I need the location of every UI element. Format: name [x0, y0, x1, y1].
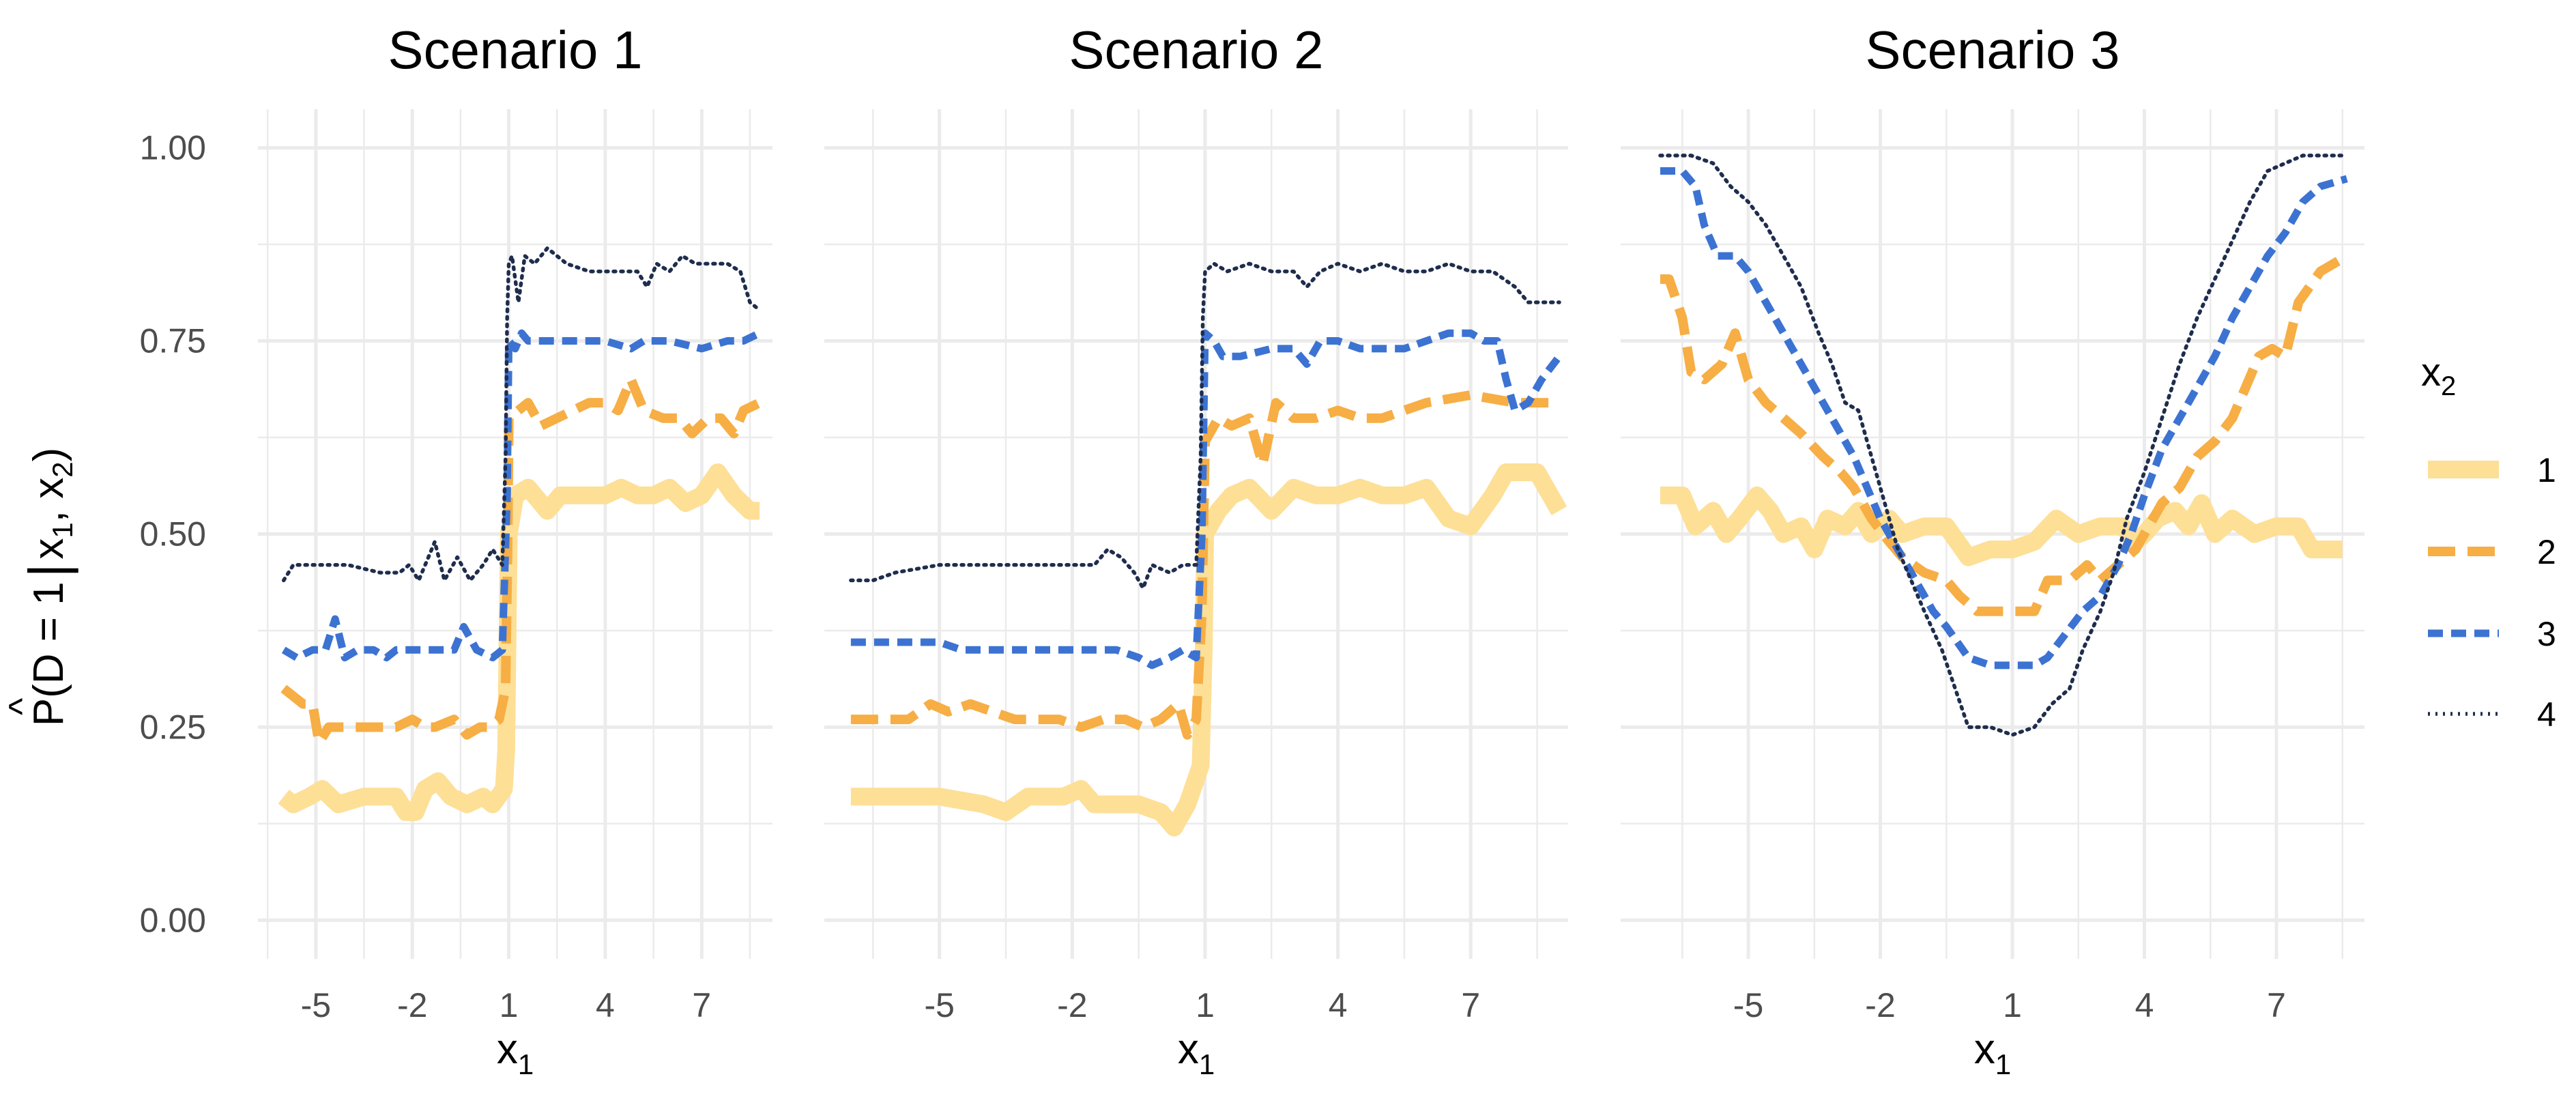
- x-tick-label: 1: [500, 986, 519, 1024]
- panel-scenario-1: -5 -2 1 4 7 0.00 0.25 0.50 0.75 1.00 Scenario 1 x1: [140, 20, 772, 1080]
- legend-items: 1 2 3 4: [2428, 451, 2556, 734]
- x-tick-label: -5: [924, 986, 954, 1024]
- legend-item-4: 4: [2428, 695, 2556, 734]
- x-axis-label: x1: [1178, 1026, 1215, 1080]
- legend-item-3: 3: [2428, 615, 2556, 653]
- x-axis-label: x1: [497, 1026, 534, 1080]
- series-line-x2-4: [281, 246, 762, 583]
- series-lines: [849, 261, 1567, 837]
- series-lines: [1658, 154, 2349, 737]
- x-tick-labels: -5 -2 1 4 7: [301, 986, 712, 1024]
- x-tick-label: -2: [397, 986, 427, 1024]
- panel-title: Scenario 1: [388, 20, 643, 80]
- series-line-x2-4: [849, 261, 1561, 590]
- x-axis-label: x1: [1974, 1026, 2011, 1080]
- y-label-hat: ^: [1, 697, 42, 715]
- y-tick-label: 0.50: [140, 515, 206, 553]
- series-line-x2-1: [1660, 486, 2343, 566]
- series-line-x2-2: [1660, 251, 2349, 616]
- legend: x2 1 2 3 4: [2421, 350, 2556, 734]
- x-tick-label: -2: [1057, 986, 1087, 1024]
- y-tick-label: 0.00: [140, 901, 206, 939]
- x-tick-label: -5: [301, 986, 331, 1024]
- legend-label-2: 2: [2537, 533, 2556, 571]
- legend-item-1: 1: [2428, 451, 2556, 489]
- series-line-x2-4: [1658, 154, 2349, 737]
- legend-label-3: 3: [2537, 615, 2556, 653]
- x-tick-labels: -5 -2 1 4 7: [924, 986, 1480, 1024]
- y-label-p: P: [25, 698, 72, 726]
- series-lines: [278, 246, 762, 821]
- x-tick-label: 1: [1196, 986, 1215, 1024]
- legend-label-4: 4: [2537, 695, 2556, 734]
- x-tick-label: 4: [596, 986, 615, 1024]
- series-line-x2-1: [278, 463, 760, 821]
- x-tick-label: 4: [1329, 986, 1348, 1024]
- y-label-x2-sub: 2: [46, 461, 78, 477]
- y-label-x1-sub: 1: [46, 522, 78, 538]
- series-line-x2-2: [280, 375, 762, 748]
- panel-scenario-2: -5 -2 1 4 7 Scenario 2 x1: [824, 20, 1568, 1080]
- y-tick-labels: 0.00 0.25 0.50 0.75 1.00: [140, 129, 206, 940]
- y-axis-label: P(D = 1|x1, x2) ^: [1, 448, 78, 727]
- x-tick-label: -2: [1865, 986, 1895, 1024]
- major-gridlines: [824, 109, 1568, 959]
- series-line-x2-3: [1660, 167, 2348, 669]
- panel-title: Scenario 3: [1866, 20, 2120, 80]
- legend-label-1: 1: [2537, 451, 2556, 489]
- y-label-x2: x: [25, 478, 72, 499]
- y-label-x1: x: [25, 538, 72, 560]
- series-line-x2-3: [281, 329, 762, 662]
- x-tick-label: 7: [692, 986, 711, 1024]
- panel-scenario-3: -5 -2 1 4 7 Scenario 3 x1: [1621, 20, 2364, 1080]
- x-tick-labels: -5 -2 1 4 7: [1733, 986, 2286, 1024]
- legend-title: x2: [2421, 350, 2456, 401]
- y-label-open: (D = 1: [25, 581, 72, 698]
- y-label-close: ): [25, 448, 72, 462]
- x-tick-label: 7: [1461, 986, 1480, 1024]
- svg-text:P(D = 1|x1, x2): P(D = 1|x1, x2): [18, 448, 78, 727]
- x-tick-label: 1: [2003, 986, 2022, 1024]
- legend-item-2: 2: [2428, 533, 2556, 571]
- panel-title: Scenario 2: [1069, 20, 1324, 80]
- x-tick-label: -5: [1733, 986, 1763, 1024]
- y-tick-label: 0.25: [140, 708, 206, 746]
- x-tick-label: 7: [2267, 986, 2286, 1024]
- series-line-x2-2: [850, 390, 1559, 740]
- y-tick-label: 0.75: [140, 322, 206, 360]
- series-line-x2-3: [850, 329, 1563, 669]
- y-label-sep: ,: [25, 499, 72, 522]
- x-tick-label: 4: [2135, 986, 2154, 1024]
- series-line-x2-1: [850, 463, 1567, 837]
- y-tick-label: 1.00: [140, 129, 206, 167]
